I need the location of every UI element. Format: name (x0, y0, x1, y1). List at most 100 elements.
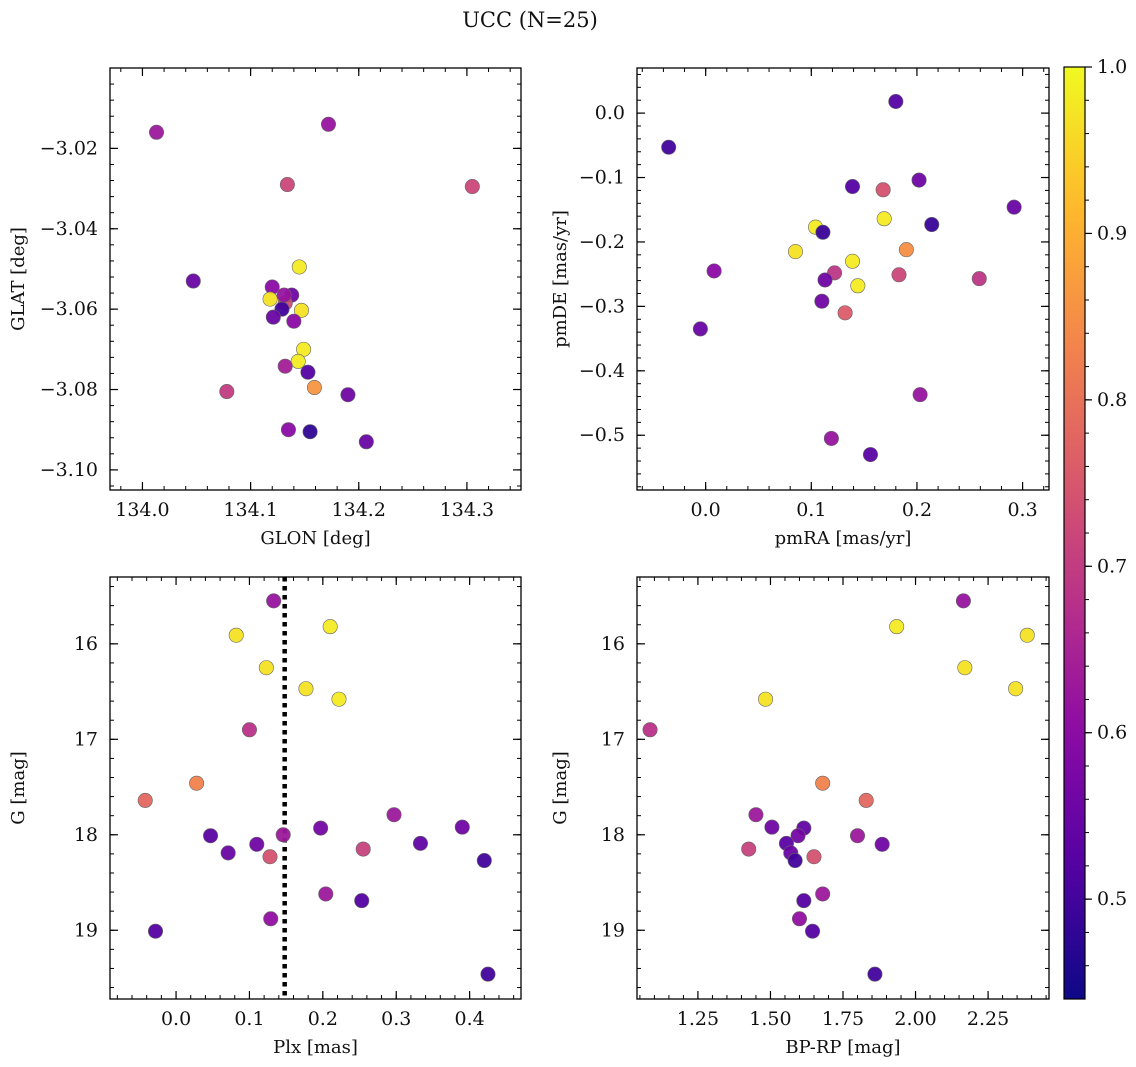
colorbar-tick-label: 0.9 (1097, 222, 1127, 244)
data-point (322, 619, 338, 635)
y-tick-label: 18 (74, 824, 98, 846)
data-point (331, 691, 347, 707)
data-point (971, 271, 987, 287)
data-point (262, 291, 278, 307)
data-point (149, 124, 165, 140)
data-point (300, 364, 316, 380)
data-point (290, 353, 306, 369)
x-tick-label: 134.1 (223, 499, 277, 521)
data-point (924, 217, 940, 233)
x-tick-label: 1.75 (822, 1008, 864, 1030)
data-point (265, 309, 281, 325)
colorbar-tick-label: 0.8 (1097, 389, 1127, 411)
x-tick-label: 0.1 (234, 1008, 264, 1030)
data-point (241, 722, 257, 738)
data-point (796, 893, 812, 909)
y-tick-label: 19 (74, 919, 98, 941)
colorbar-bar (1063, 66, 1086, 1000)
data-point (480, 966, 496, 982)
data-point (185, 273, 201, 289)
data-point (858, 792, 874, 808)
data-point (263, 911, 279, 927)
data-point (291, 259, 307, 275)
data-point (318, 886, 334, 902)
data-point (354, 893, 370, 909)
data-point (249, 836, 265, 852)
data-point (262, 849, 278, 865)
data-point (642, 722, 658, 738)
y-axis-label: G [mag] (550, 751, 571, 824)
data-point (814, 293, 830, 309)
data-point (867, 966, 883, 982)
data-point (476, 853, 492, 869)
data-point (340, 387, 356, 403)
x-tick-label: 0.2 (308, 1008, 338, 1030)
data-point (203, 828, 219, 844)
data-point (298, 681, 314, 697)
data-point (862, 447, 878, 463)
data-point (277, 358, 293, 374)
y-axis-label: pmDE [mas/yr] (550, 210, 571, 348)
data-point (286, 313, 302, 329)
x-axis-label: BP-RP [mag] (785, 1037, 900, 1058)
data-point (355, 841, 371, 857)
data-point (706, 263, 722, 279)
panel-2: 0.0 0.1 0.2 0.3 0.0 −0.1 −0.2 −0.3 −0.4 −0.5 pmRA … (550, 67, 1050, 549)
data-point (258, 660, 274, 676)
x-axis-label: GLON [deg] (260, 528, 370, 549)
colorbar-tick-label: 0.5 (1097, 888, 1127, 910)
data-point (1019, 627, 1035, 643)
data-point (957, 660, 973, 676)
data-point (891, 267, 907, 283)
data-point (912, 387, 928, 403)
axes-frame (109, 576, 522, 1000)
colorbar-tick-label: 0.6 (1097, 722, 1127, 744)
y-tick-label: −3.08 (40, 379, 98, 401)
y-tick-label: −0.5 (579, 424, 625, 446)
data-point (911, 172, 927, 188)
data-point (787, 244, 803, 260)
x-tick-label: 1.25 (677, 1008, 719, 1030)
data-point (386, 807, 402, 823)
x-tick-label: 134.3 (440, 499, 494, 521)
data-point (320, 116, 336, 132)
data-point (220, 845, 236, 861)
data-point (137, 792, 153, 808)
data-point (741, 841, 757, 857)
data-point (787, 853, 803, 869)
panel-4: 1.25 1.50 1.75 2.00 2.25 16 17 18 19 BP-RP [mag] G… (550, 576, 1050, 1058)
data-point (266, 593, 282, 609)
panel-1: 134.0 134.1 134.2 134.3 −3.02 −3.04 −3.06 −3.08… (8, 67, 522, 549)
x-tick-label: 1.50 (749, 1008, 791, 1030)
data-point (850, 278, 866, 294)
panels: 134.0 134.1 134.2 134.3 −3.02 −3.04 −3.06 −3.08… (8, 67, 1050, 1058)
data-point (888, 94, 904, 110)
y-axis-label: G [mag] (8, 751, 29, 824)
data-point (306, 380, 322, 396)
data-point (219, 384, 235, 400)
figure-title: UCC (N=25) (462, 8, 598, 32)
data-point (189, 775, 205, 791)
x-tick-label: 0.3 (381, 1008, 411, 1030)
y-tick-label: −0.2 (579, 231, 625, 253)
y-tick-label: −3.02 (40, 137, 98, 159)
data-point (790, 828, 806, 844)
data-point (148, 923, 164, 939)
x-tick-label: 0.0 (161, 1008, 191, 1030)
data-point (276, 287, 292, 303)
data-point (815, 886, 831, 902)
y-tick-label: 16 (601, 633, 625, 655)
data-point (758, 691, 774, 707)
data-point (876, 211, 892, 227)
data-point (228, 627, 244, 643)
x-tick-label: 134.2 (332, 499, 386, 521)
data-point (661, 139, 677, 155)
data-point (464, 179, 480, 195)
data-point (454, 819, 470, 835)
colorbar-tick-label: 1.0 (1097, 56, 1127, 78)
y-tick-label: −3.06 (40, 298, 98, 320)
data-point (889, 619, 905, 635)
y-tick-label: 19 (601, 919, 625, 941)
data-point (850, 828, 866, 844)
